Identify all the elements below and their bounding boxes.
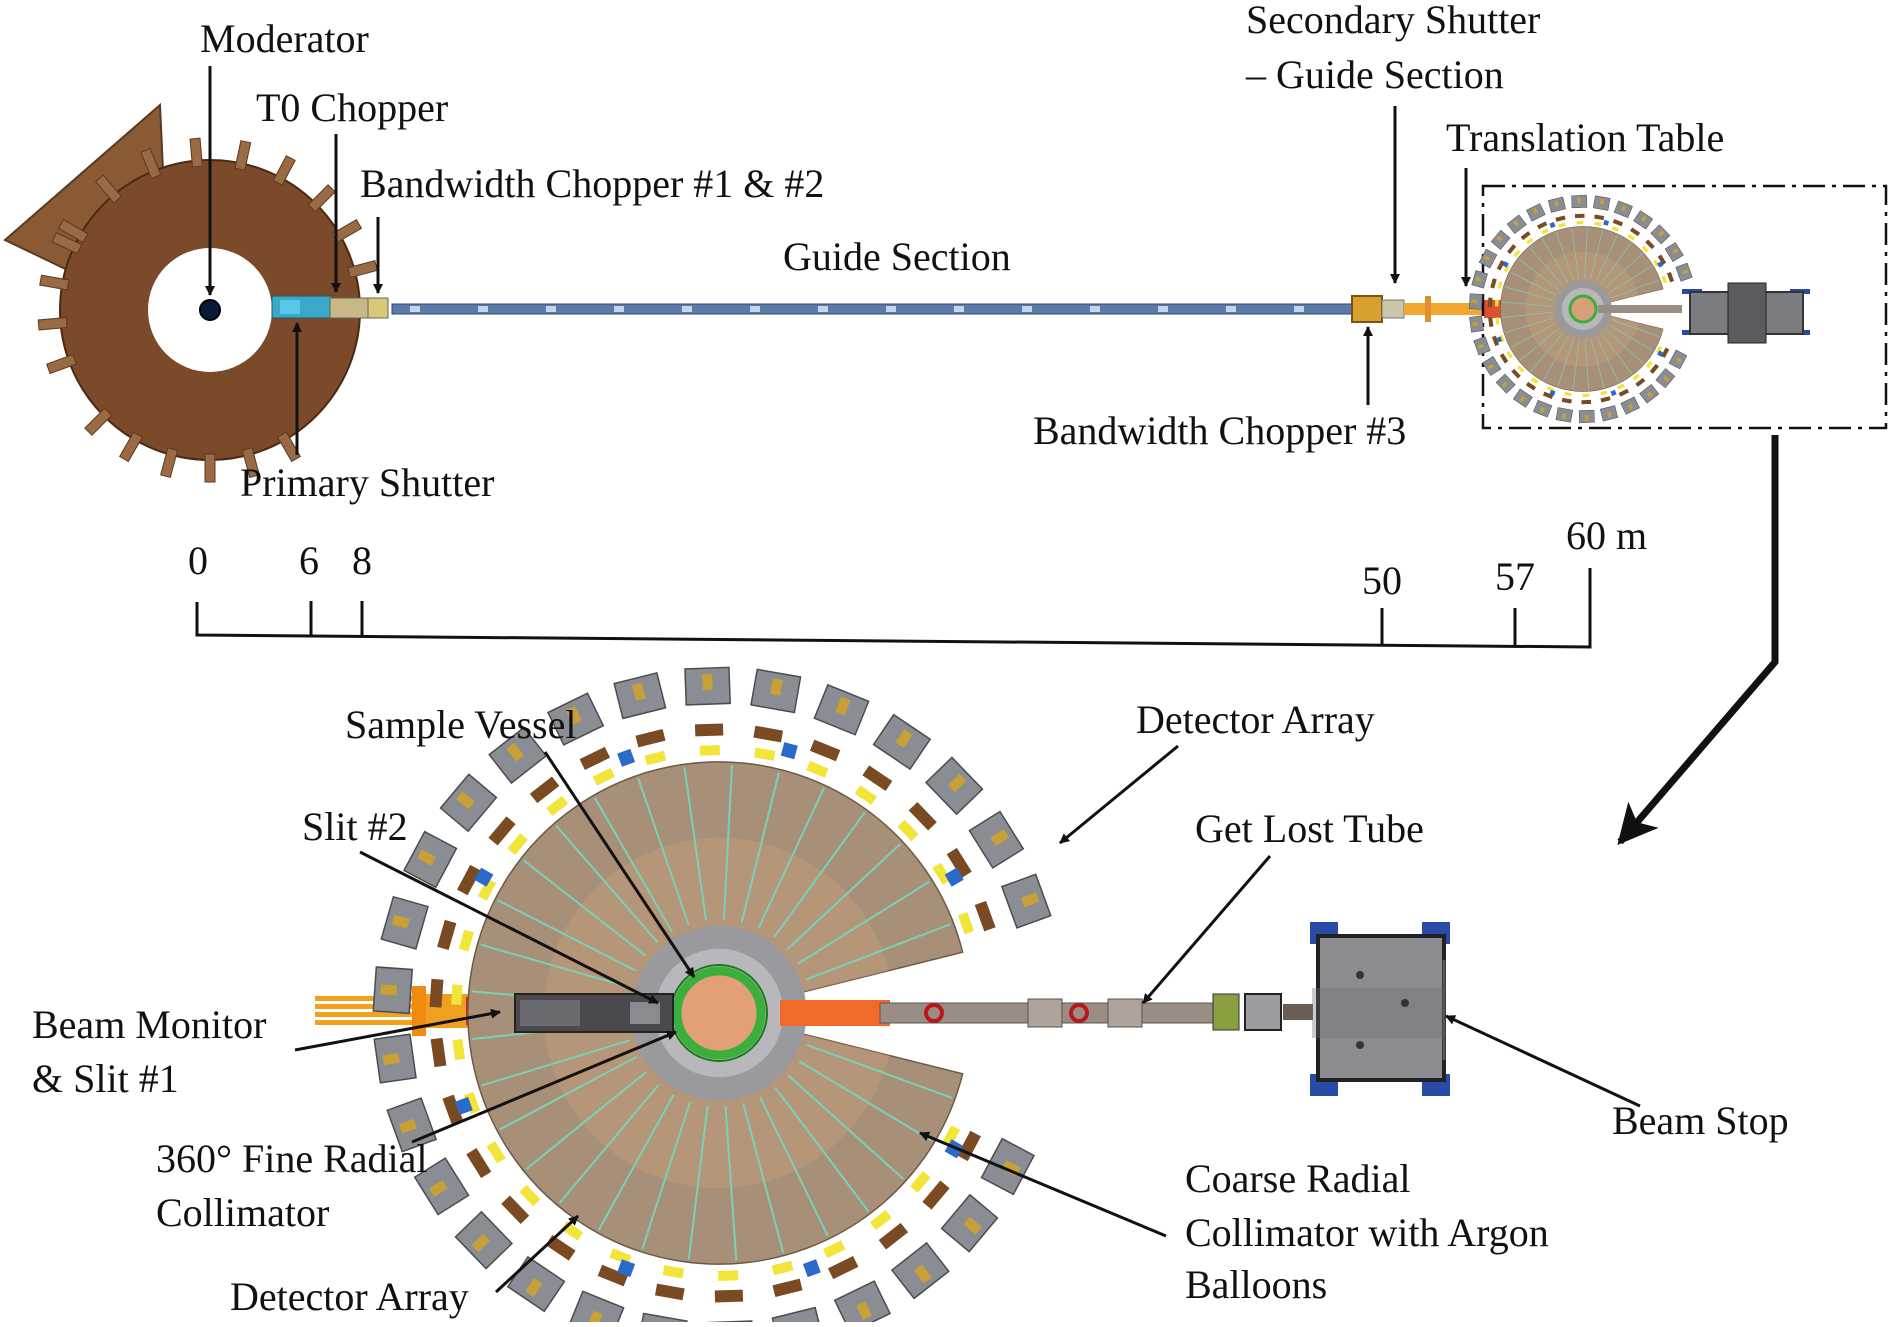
sample-vessel (670, 964, 768, 1062)
arrow-beam-monitor (294, 1008, 501, 1052)
label-slit-2: Slit #2 (302, 804, 408, 849)
t0-chopper-assembly (271, 295, 389, 319)
label-fine-collimator-line2: Collimator (156, 1190, 329, 1235)
scale-tick-57: 57 (1495, 554, 1535, 599)
label-bandwidth-chopper-12: Bandwidth Chopper #1 & #2 (360, 161, 824, 206)
scale-tick-60m: 60 m (1566, 513, 1647, 558)
label-coarse-collimator-line3: Balloons (1185, 1262, 1327, 1307)
label-beam-stop: Beam Stop (1612, 1098, 1789, 1143)
label-detector-array-top: Detector Array (1136, 697, 1375, 742)
slit-assembly (514, 993, 674, 1033)
label-beam-monitor-line2: & Slit #1 (32, 1056, 179, 1101)
scale-tick-6: 6 (299, 538, 319, 583)
label-get-lost-tube: Get Lost Tube (1195, 806, 1424, 851)
guide-section-line (391, 303, 1353, 315)
label-t0-chopper: T0 Chopper (256, 85, 448, 130)
distance-scale (195, 568, 1592, 649)
mini-beam-stop (1682, 282, 1810, 344)
moderator-shielding (3, 102, 379, 483)
arrow-slit-2 (359, 850, 659, 1005)
label-sample-vessel: Sample Vessel (345, 702, 576, 747)
translation-table-box (1481, 184, 1888, 430)
get-lost-tube (780, 993, 1313, 1031)
label-detector-array-bottom: Detector Array (230, 1274, 469, 1319)
label-secondary-shutter-line2: – Guide Section (1245, 52, 1504, 97)
scale-tick-8: 8 (352, 538, 372, 583)
arrow-sample-vessel (543, 751, 696, 978)
scale-tick-50: 50 (1362, 558, 1402, 603)
label-coarse-collimator-line2: Collimator with Argon (1185, 1210, 1549, 1255)
mini-detector-array (1468, 194, 1693, 424)
moderator-dot (199, 299, 221, 321)
arrow-detector-array-top (1059, 744, 1179, 845)
arrow-beam-stop (1445, 1014, 1641, 1108)
label-fine-collimator-line1: 360° Fine Radial (156, 1136, 428, 1181)
arrow-get-lost-tube (1141, 855, 1272, 1004)
label-primary-shutter: Primary Shutter (240, 460, 494, 505)
arrow-coarse-collimator (919, 1131, 1167, 1238)
scale-tick-0: 0 (188, 538, 208, 583)
label-secondary-shutter-line1: Secondary Shutter (1246, 0, 1540, 42)
beam-stop (1310, 922, 1450, 1096)
label-bandwidth-chopper-3: Bandwidth Chopper #3 (1033, 408, 1406, 453)
label-coarse-collimator-line1: Coarse Radial (1185, 1156, 1411, 1201)
label-moderator: Moderator (200, 16, 369, 61)
arrow-to-enlarged-view (1617, 435, 1779, 846)
label-guide-section: Guide Section (783, 234, 1011, 279)
arrow-fine-collimator (411, 1030, 677, 1144)
arrow-detector-array-bottom (494, 1214, 580, 1294)
label-beam-monitor-line1: Beam Monitor (32, 1002, 266, 1047)
bandwidth-chopper-3-assembly (1351, 295, 1518, 323)
label-translation-table: Translation Table (1446, 115, 1724, 160)
